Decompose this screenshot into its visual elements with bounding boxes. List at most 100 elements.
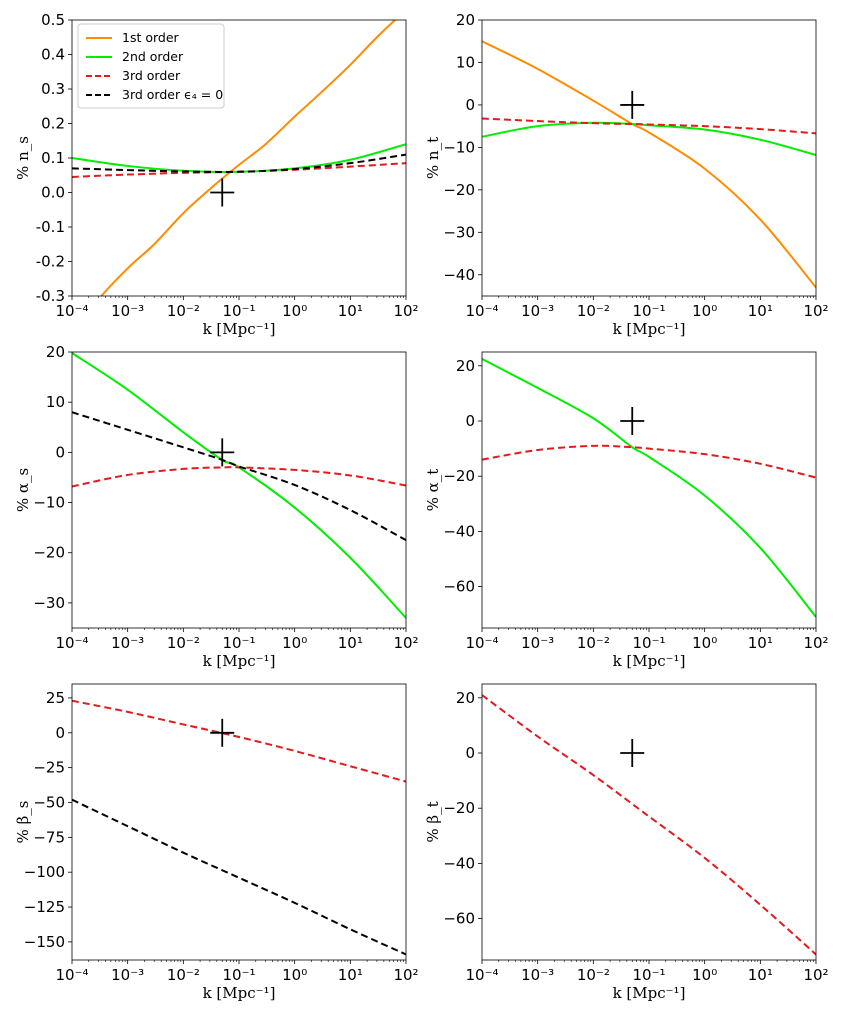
- series-line-third_e4: [72, 153, 406, 173]
- y-tick-label: 10: [456, 53, 475, 71]
- series-line-first: [100, 20, 397, 296]
- x-tick-label: 10⁻⁴: [465, 966, 498, 984]
- x-tick-label: 10¹: [338, 966, 363, 984]
- fiducial-marker: [210, 178, 235, 207]
- y-tick-label: -0.1: [36, 218, 65, 236]
- panel-alpha_s: −30 −20 −10 0 10 20 10⁻⁴ 10⁻³ 10⁻² 10⁻¹ 10⁰ 10¹ 10² k…: [14, 343, 419, 670]
- panel-beta_t: −60 −40 −20 0 20 10⁻⁴ 10⁻³ 10⁻² 10⁻¹ 10⁰ 10¹ 10² k […: [424, 683, 829, 1002]
- series-group: [482, 40, 816, 289]
- y-axis-label: % n_t: [424, 137, 442, 179]
- y-tick-label: -0.3: [36, 287, 65, 305]
- x-tick-label: 10⁻²: [167, 302, 200, 320]
- y-tick-label: -0.2: [36, 253, 65, 271]
- y-axis-label: % α_s: [14, 468, 32, 512]
- y-tick-label: −40: [443, 522, 475, 540]
- legend-label-third_e4: 3rd order ϵ₄ = 0: [122, 87, 223, 102]
- y-axis-label: % β_t: [424, 801, 442, 842]
- y-tick-label: −30: [33, 594, 65, 612]
- series-group: [72, 699, 406, 956]
- x-axis-label: k [Mpc⁻¹]: [613, 984, 686, 1002]
- series-group: [482, 358, 816, 618]
- y-tick-label: −60: [443, 910, 475, 928]
- fiducial-marker: [620, 90, 645, 119]
- x-axis-label: k [Mpc⁻¹]: [613, 320, 686, 338]
- legend-label-first: 1st order: [122, 30, 180, 45]
- series-line-third_e4: [72, 798, 406, 956]
- y-tick-label: 0.2: [41, 115, 65, 133]
- y-tick-label: 0: [55, 443, 65, 461]
- x-tick-label: 10⁻²: [577, 966, 610, 984]
- series-group: [72, 352, 406, 619]
- series-group: [482, 694, 816, 956]
- x-tick-label: 10¹: [748, 634, 773, 652]
- x-tick-label: 10⁻³: [521, 966, 554, 984]
- x-tick-label: 10⁰: [692, 302, 717, 320]
- y-tick-label: 25: [46, 689, 65, 707]
- y-tick-label: 0.5: [41, 11, 65, 29]
- x-tick-label: 10⁰: [692, 634, 717, 652]
- y-axis-label: % β_s: [14, 801, 32, 844]
- x-tick-label: 10⁻¹: [222, 302, 255, 320]
- series-line-second: [72, 143, 406, 173]
- axes-frame: [71, 351, 407, 629]
- x-tick-label: 10²: [393, 302, 418, 320]
- x-axis-label: k [Mpc⁻¹]: [203, 320, 276, 338]
- x-tick-label: 10²: [803, 634, 828, 652]
- y-tick-label: 10: [46, 393, 65, 411]
- x-tick-label: 10⁻²: [577, 634, 610, 652]
- x-tick-label: 10²: [393, 966, 418, 984]
- y-tick-label: 0.1: [41, 149, 65, 167]
- x-tick-label: 10¹: [748, 302, 773, 320]
- legend-label-third: 3rd order: [122, 68, 181, 83]
- y-tick-label: 20: [46, 343, 65, 361]
- y-tick-label: 0.4: [41, 46, 65, 64]
- y-tick-label: −20: [443, 181, 475, 199]
- y-tick-label: 0: [465, 744, 475, 762]
- x-tick-label: 10⁻⁴: [55, 634, 88, 652]
- y-tick-label: 20: [456, 357, 475, 375]
- series-group: [72, 20, 406, 296]
- x-tick-label: 10⁻⁴: [55, 966, 88, 984]
- x-tick-label: 10²: [393, 634, 418, 652]
- x-axis-label: k [Mpc⁻¹]: [203, 984, 276, 1002]
- x-tick-label: 10⁻³: [111, 966, 144, 984]
- y-tick-label: −40: [443, 854, 475, 872]
- series-line-third: [72, 466, 406, 488]
- axes-frame: [481, 351, 817, 629]
- x-tick-label: 10¹: [748, 966, 773, 984]
- series-line-second: [482, 358, 816, 618]
- y-axis-label: % α_t: [424, 469, 442, 512]
- y-tick-label: −50: [33, 793, 65, 811]
- x-tick-label: 10⁻¹: [222, 966, 255, 984]
- y-tick-label: 0.3: [41, 80, 65, 98]
- y-tick-label: 0: [55, 724, 65, 742]
- y-tick-label: −125: [24, 898, 65, 916]
- y-tick-label: −60: [443, 578, 475, 596]
- x-axis-label: k [Mpc⁻¹]: [613, 652, 686, 670]
- series-line-second: [482, 121, 816, 156]
- x-tick-label: 10⁻¹: [222, 634, 255, 652]
- y-tick-label: −10: [33, 494, 65, 512]
- y-tick-label: 0: [465, 96, 475, 114]
- axes-frame: [481, 683, 817, 961]
- y-tick-label: 20: [456, 11, 475, 29]
- x-tick-label: 10⁰: [282, 966, 307, 984]
- x-tick-label: 10⁻¹: [632, 634, 665, 652]
- fiducial-marker: [620, 739, 645, 767]
- legend-box: [77, 23, 225, 109]
- x-tick-label: 10⁻¹: [632, 966, 665, 984]
- y-tick-label: 0: [465, 412, 475, 430]
- x-tick-label: 10⁻³: [521, 634, 554, 652]
- y-tick-label: −10: [443, 138, 475, 156]
- series-line-third: [482, 694, 816, 956]
- series-line-third_e4: [72, 411, 406, 542]
- y-tick-label: −20: [33, 544, 65, 562]
- y-tick-label: −40: [443, 266, 475, 284]
- y-tick-label: −75: [33, 828, 65, 846]
- series-line-second: [72, 352, 406, 619]
- x-tick-label: 10⁻³: [111, 302, 144, 320]
- x-tick-label: 10⁻¹: [632, 302, 665, 320]
- x-tick-label: 10⁻⁴: [55, 302, 88, 320]
- fiducial-marker: [210, 718, 235, 747]
